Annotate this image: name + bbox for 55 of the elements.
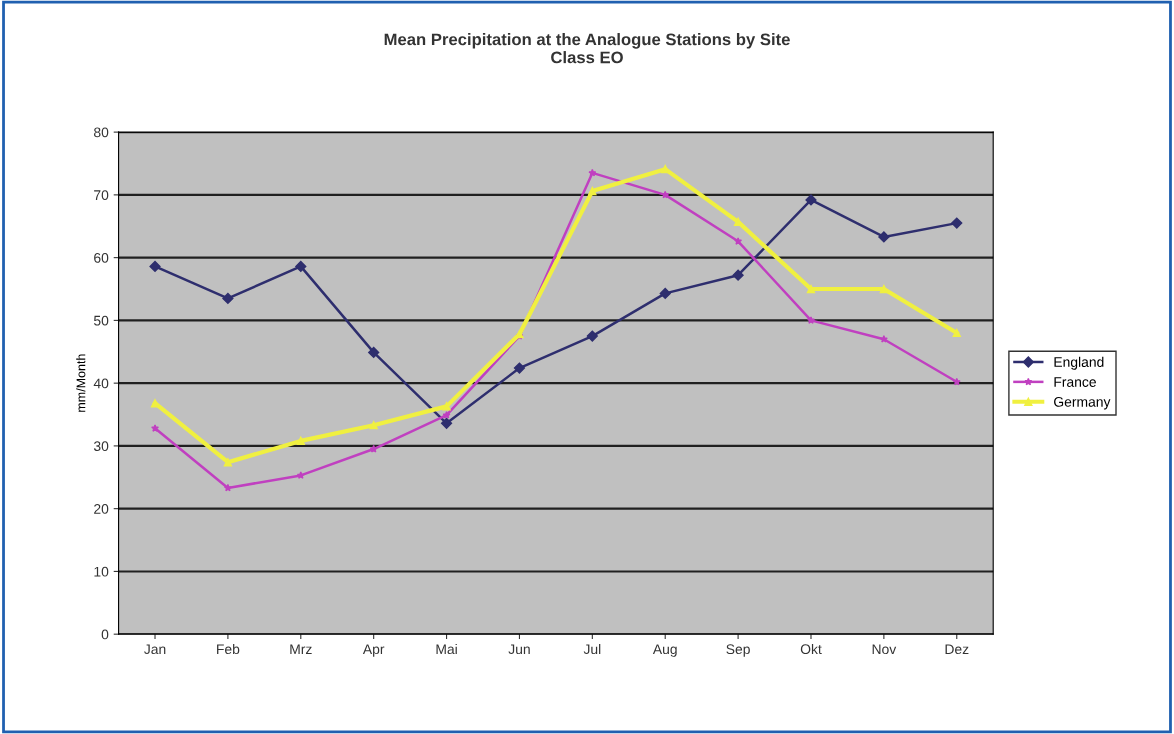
point [878, 231, 890, 243]
point [952, 377, 961, 386]
point [222, 292, 234, 305]
point [805, 194, 817, 206]
point [369, 421, 378, 430]
point [952, 328, 961, 338]
point [734, 237, 743, 245]
chart-title: Mean Precipitation at the Analogue Stations by Site Class EO [384, 33, 790, 64]
point [369, 444, 378, 453]
x-tick-label: Dez [945, 644, 969, 655]
point [586, 330, 598, 342]
x-tick-label: Jan [144, 644, 166, 655]
point [513, 362, 526, 374]
y-tick-label: 50 [93, 315, 109, 326]
point [368, 346, 380, 359]
y-tick-label: 70 [94, 190, 109, 201]
x-tick-label: Jul [583, 643, 601, 655]
y-tick-label: 20 [94, 504, 109, 514]
x-tick-label: Aug [652, 644, 677, 657]
y-tick-label: 60 [94, 252, 109, 263]
point [223, 483, 232, 492]
point [806, 316, 815, 324]
point [732, 269, 744, 281]
x-tick-label: Okt [800, 643, 822, 655]
legend-label: England [1054, 356, 1104, 370]
y-axis-title: mm/Month [76, 354, 86, 412]
y-tick-label: 30 [93, 441, 109, 452]
y-tick-label: 40 [93, 378, 109, 389]
point [296, 436, 305, 446]
x-tick-label: Mai [436, 643, 457, 655]
point [440, 417, 453, 429]
x-tick-label: Jun [508, 644, 530, 655]
point [659, 287, 671, 300]
point [223, 458, 233, 467]
point [879, 284, 889, 294]
y-tick-label: 80 [94, 127, 109, 138]
x-tick-label: Nov [872, 644, 897, 655]
point [149, 260, 161, 273]
y-tick-label: 0 [101, 629, 109, 640]
point [951, 217, 963, 229]
point [442, 402, 451, 411]
point [151, 424, 160, 432]
x-tick-label: Sep [726, 644, 750, 657]
point [588, 186, 597, 196]
point [442, 410, 451, 419]
y-tick-label: 10 [94, 566, 109, 577]
point [295, 260, 307, 273]
point [588, 168, 597, 177]
legend-label: Germany [1054, 396, 1111, 410]
x-tick-label: Mrz [290, 644, 312, 654]
x-tick-label: Feb [217, 643, 240, 655]
point [806, 284, 816, 294]
legend-label: France [1054, 377, 1096, 387]
x-tick-label: Apr [362, 644, 385, 657]
point [661, 190, 670, 199]
